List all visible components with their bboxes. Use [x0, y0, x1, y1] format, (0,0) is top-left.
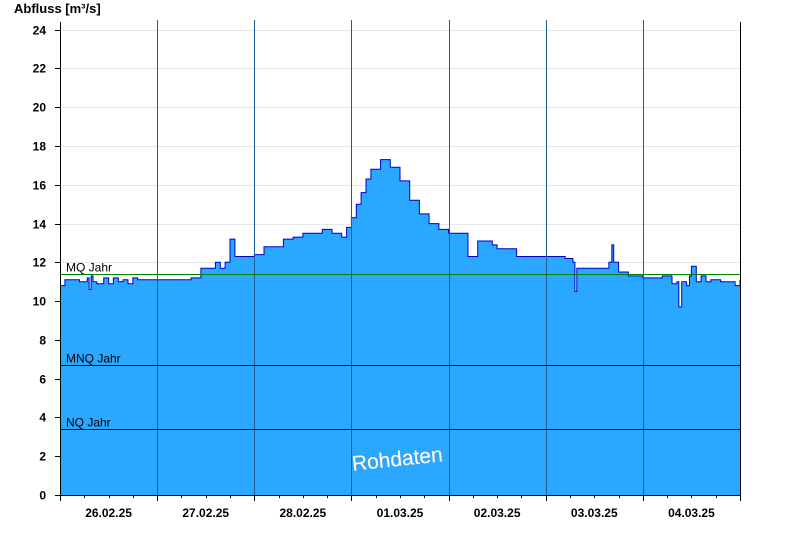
x-tick-label: 04.03.25: [668, 506, 715, 520]
x-tick-label: 03.03.25: [571, 506, 618, 520]
y-tick-label: 22: [33, 62, 47, 76]
day-separators: [157, 20, 644, 495]
y-tick-label: 20: [33, 101, 47, 115]
x-tick-label: 01.03.25: [377, 506, 424, 520]
x-tick-label: 28.02.25: [279, 506, 326, 520]
y-tick-label: 10: [33, 295, 47, 309]
x-tick-label: 27.02.25: [182, 506, 229, 520]
x-axis-ticks: 26.02.25 27.02.25 28.02.25 01.03.25 02.03.25…: [60, 495, 741, 520]
y-tick-label: 8: [39, 334, 46, 348]
reference-label: NQ Jahr: [66, 416, 111, 430]
y-tick-label: 16: [33, 179, 47, 193]
discharge-area: [60, 159, 740, 495]
y-axis-label: Abfluss [m³/s]: [14, 1, 101, 16]
reference-lines: MQ Jahr MNQ Jahr NQ Jahr: [60, 261, 740, 430]
discharge-line: [60, 159, 741, 308]
y-tick-label: 6: [39, 373, 46, 387]
x-tick-label: 02.03.25: [474, 506, 521, 520]
reference-label: MQ Jahr: [66, 261, 112, 275]
y-tick-label: 4: [39, 411, 46, 425]
x-tick-label: 26.02.25: [85, 506, 132, 520]
y-tick-label: 12: [33, 256, 47, 270]
y-tick-label: 2: [39, 450, 46, 464]
y-tick-label: 14: [33, 218, 47, 232]
y-tick-label: 0: [39, 489, 46, 503]
y-tick-label: 18: [33, 140, 47, 154]
reference-label: MNQ Jahr: [66, 352, 121, 366]
y-tick-label: 24: [33, 24, 47, 38]
